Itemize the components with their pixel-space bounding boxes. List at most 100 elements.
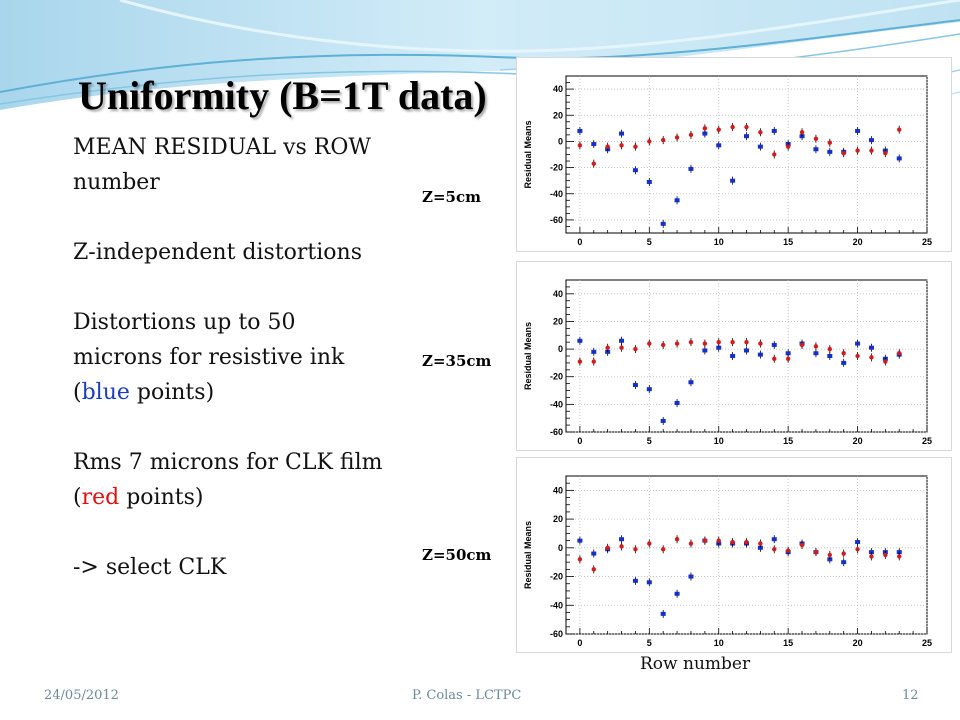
red-dot-marker (883, 359, 888, 364)
blue-data-point (660, 219, 666, 228)
red-dot-marker (577, 557, 583, 562)
residual-plot-z50: 0 5 10 15 20 25 -60 -40 -20 0 20 40 Residual Means (517, 458, 951, 652)
blue-square-marker (827, 149, 833, 154)
blue-square-marker (577, 538, 583, 543)
red-data-point (605, 543, 610, 552)
blue-data-point (855, 339, 861, 348)
blue-data-point (771, 126, 777, 135)
blue-square-marker (646, 179, 652, 184)
blue-data-point (660, 416, 666, 425)
body-line: number (73, 170, 160, 195)
red-dot-marker (730, 539, 735, 545)
red-data-point (883, 149, 888, 158)
y-tick-label: -20 (550, 163, 563, 173)
blue-square-marker (660, 221, 666, 226)
blue-data-point (577, 336, 583, 345)
blue-data-point (632, 381, 638, 390)
red-data-point (688, 130, 694, 139)
blue-data-point (646, 385, 652, 394)
blue-data-point (813, 349, 819, 358)
blue-data-point (632, 576, 638, 585)
red-dot-marker (702, 126, 708, 131)
red-data-point (772, 354, 777, 363)
x-tick-label: 20 (853, 638, 863, 648)
x-tick-label: 20 (853, 237, 863, 247)
red-data-point (647, 137, 652, 146)
red-data-point (897, 349, 902, 358)
red-data-point (591, 565, 596, 574)
blue-square-marker (771, 342, 777, 347)
blue-data-point (841, 558, 847, 567)
blue-square-marker (688, 380, 694, 385)
red-dot-marker (897, 554, 902, 559)
body-line: Distortions up to 50 (73, 310, 296, 335)
red-dot-marker (577, 359, 583, 364)
blue-data-point (591, 140, 597, 149)
y-tick-label: -20 (550, 372, 563, 382)
red-dot-marker (869, 148, 874, 153)
blue-square-marker (591, 349, 597, 354)
red-data-point (702, 124, 708, 133)
red-dot-marker (674, 135, 680, 140)
x-tick-label: 0 (577, 436, 582, 446)
red-dot-marker (799, 542, 805, 548)
blue-square-marker (632, 578, 638, 583)
red-data-point (869, 146, 874, 155)
blue-data-point (716, 141, 722, 150)
red-data-point (785, 546, 791, 555)
blue-data-point (688, 378, 694, 387)
red-data-point (841, 549, 846, 558)
blue-data-point (632, 166, 638, 175)
red-data-point (758, 128, 763, 137)
plot-frame (565, 475, 928, 635)
y-tick-label: -60 (550, 629, 563, 639)
blue-data-point (591, 347, 597, 356)
body-line: Z-independent distortions (73, 240, 362, 265)
red-data-point (660, 545, 666, 554)
y-tick-label: -40 (550, 399, 563, 409)
red-dot-marker (605, 345, 610, 350)
y-tick-label: 0 (558, 344, 563, 354)
blue-data-point (591, 549, 597, 558)
red-data-point (619, 343, 624, 352)
residual-chart: 0 5 10 15 20 25 -60 -40 -20 0 20 40 Residual Means (523, 75, 932, 247)
red-data-point (730, 538, 735, 547)
x-tick-label: 25 (922, 436, 932, 446)
footer-author: P. Colas - LCTPC (412, 688, 522, 703)
blue-square-marker (660, 611, 666, 616)
blue-data-point (827, 147, 833, 156)
red-dot-marker (827, 346, 833, 352)
red-dot-marker (716, 538, 721, 543)
red-data-point (785, 354, 791, 363)
red-dot-marker (758, 541, 763, 546)
red-dot-marker (799, 342, 805, 348)
residual-plot-z5: 0 5 10 15 20 25 -60 -40 -20 0 20 40 Residual Means (517, 58, 951, 251)
body-line: MEAN RESIDUAL vs ROW (73, 135, 372, 160)
blue-data-point (744, 346, 749, 355)
red-data-point (605, 142, 610, 151)
red-data-point (660, 136, 666, 145)
red-data-point (869, 353, 874, 362)
blue-data-point (841, 358, 847, 367)
red-dot-marker (813, 136, 819, 141)
red-dot-marker (869, 355, 874, 360)
red-dot-marker (813, 344, 819, 349)
red-data-point (758, 539, 763, 548)
body-line: (blue points) (73, 375, 433, 410)
red-data-point (744, 538, 749, 547)
y-tick-label: 20 (553, 514, 563, 524)
red-dot-marker (841, 150, 846, 156)
blue-square-marker (757, 144, 763, 149)
red-data-point (591, 357, 596, 366)
red-data-point (841, 349, 846, 358)
paren-open: ( (73, 380, 82, 405)
red-dot-marker (897, 127, 902, 132)
blue-data-point (619, 129, 625, 138)
red-dot-marker (758, 130, 763, 135)
x-tick-label: 15 (783, 237, 793, 247)
red-dot-marker (688, 339, 694, 345)
x-tick-label: 20 (853, 436, 863, 446)
y-tick-label: 40 (553, 485, 563, 495)
blue-data-point (688, 572, 694, 581)
blue-data-point (813, 145, 819, 154)
